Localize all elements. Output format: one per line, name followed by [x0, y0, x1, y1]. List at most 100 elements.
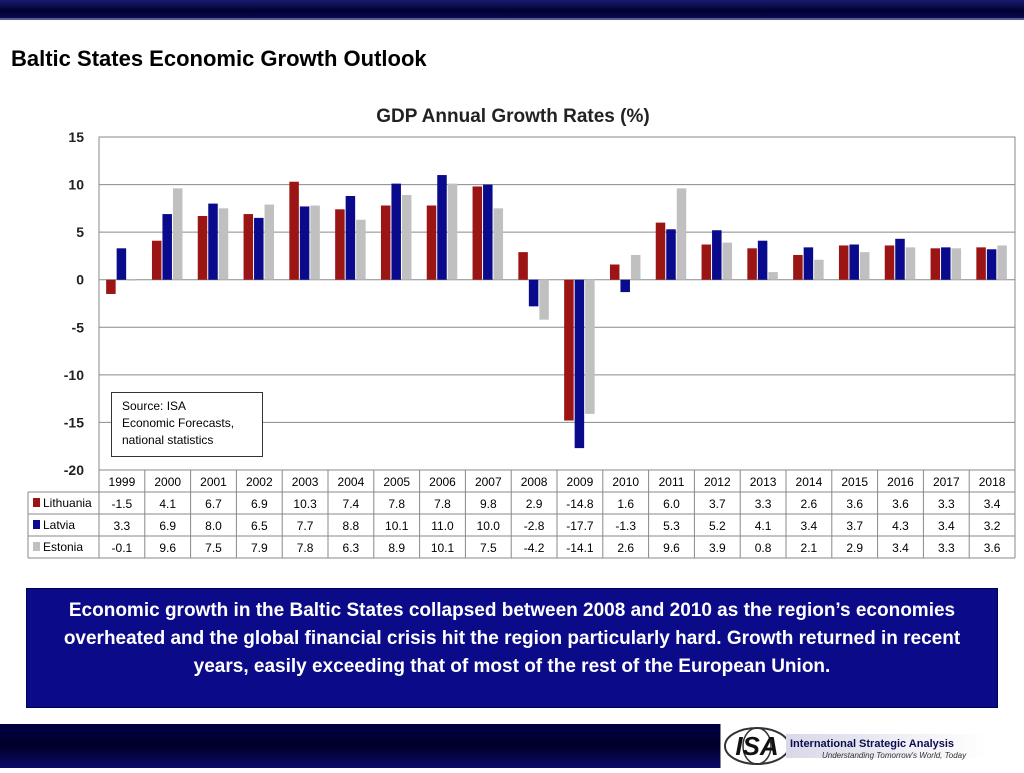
logo-name: International Strategic Analysis — [790, 738, 955, 750]
data-label: -1.3 — [615, 519, 636, 533]
legend-swatch — [33, 520, 40, 529]
data-label: 10.1 — [431, 541, 455, 555]
bar-lithuania — [793, 254, 803, 280]
bar-lithuania — [655, 222, 666, 280]
gdp-bar-chart: 15 10 5 0 -5 -10 -15 -20 1999 2000 2001 2002 2003 200… — [27, 129, 1016, 559]
bar-estonia — [310, 205, 320, 280]
y-tick-label: 10 — [68, 177, 84, 193]
data-label: 2.6 — [617, 541, 634, 555]
bar-latvia — [941, 247, 951, 280]
bar-latvia — [849, 244, 859, 280]
data-label: -4.2 — [524, 541, 545, 555]
data-label: 7.7 — [297, 519, 314, 533]
data-label: 3.4 — [984, 497, 1001, 511]
bar-estonia — [493, 208, 504, 280]
data-label: 7.4 — [343, 497, 360, 511]
data-label: 6.7 — [205, 497, 222, 511]
bar-latvia — [528, 279, 539, 307]
data-label: 6.3 — [343, 541, 360, 555]
bar-lithuania — [426, 205, 437, 280]
x-tick-label: 2015 — [841, 475, 868, 489]
data-label: 6.9 — [159, 519, 176, 533]
x-tick-label: 2009 — [567, 475, 594, 489]
bar-lithuania — [106, 279, 116, 294]
y-tick-label: -5 — [72, 319, 85, 335]
data-label: 7.8 — [434, 497, 451, 511]
data-label: 3.6 — [892, 497, 909, 511]
legend-label: Latvia — [43, 518, 75, 532]
data-label: 9.8 — [480, 497, 497, 511]
bar-estonia — [676, 188, 687, 280]
bar-lithuania — [380, 205, 391, 280]
logo-tagline: Understanding Tomorrow's World, Today — [822, 751, 967, 760]
data-label: 2.9 — [526, 497, 543, 511]
x-tick-label: 2012 — [704, 475, 731, 489]
data-label: 3.9 — [709, 541, 726, 555]
bar-lithuania — [976, 247, 986, 280]
bar-estonia — [218, 208, 229, 280]
bar-lithuania — [838, 245, 849, 280]
data-label: 7.9 — [251, 541, 268, 555]
source-note-line: national statistics — [122, 433, 214, 447]
bar-latvia — [620, 279, 630, 293]
chart-title: GDP Annual Growth Rates (%) — [0, 106, 1024, 128]
bar-lithuania — [197, 215, 208, 280]
bar-latvia — [162, 214, 172, 280]
x-tick-label: 2006 — [429, 475, 456, 489]
bar-lithuania — [472, 186, 483, 280]
bar-lithuania — [701, 244, 712, 280]
x-tick-label: 2005 — [383, 475, 410, 489]
data-label: 7.5 — [480, 541, 497, 555]
bar-estonia — [585, 279, 595, 414]
bar-latvia — [757, 240, 768, 280]
data-label: 3.4 — [801, 519, 818, 533]
data-label: -14.8 — [566, 497, 594, 511]
source-note-line: Economic Forecasts, — [122, 416, 235, 430]
data-label: 4.1 — [159, 497, 176, 511]
data-label: -2.8 — [524, 519, 545, 533]
bar-estonia — [539, 279, 549, 320]
bar-estonia — [401, 195, 412, 280]
data-label: 3.7 — [846, 519, 863, 533]
bar-estonia — [722, 242, 733, 280]
y-tick-label: -15 — [64, 414, 84, 430]
data-label: 10.0 — [477, 519, 501, 533]
summary-banner: Economic growth in the Baltic States col… — [26, 588, 998, 708]
data-label: 7.8 — [297, 541, 314, 555]
bar-lithuania — [884, 245, 895, 280]
bar-estonia — [814, 259, 824, 280]
data-label: 6.5 — [251, 519, 268, 533]
bar-estonia — [997, 245, 1007, 280]
bar-latvia — [666, 229, 676, 280]
bar-estonia — [859, 252, 870, 280]
bar-latvia — [208, 203, 218, 280]
x-tick-label: 1999 — [109, 475, 136, 489]
isa-globe-icon: ISA — [724, 727, 790, 765]
legend-swatch — [33, 542, 40, 551]
x-tick-label: 2017 — [933, 475, 960, 489]
data-label: 9.6 — [159, 541, 176, 555]
x-tick-label: 2000 — [154, 475, 181, 489]
bar-latvia — [345, 195, 356, 280]
data-label: 7.8 — [388, 497, 405, 511]
data-label: 6.9 — [251, 497, 268, 511]
bar-estonia — [905, 247, 916, 280]
logo-banner — [786, 734, 986, 758]
bar-estonia — [127, 279, 137, 281]
bar-lithuania — [930, 248, 941, 280]
data-label: 8.9 — [388, 541, 405, 555]
data-label: 3.3 — [938, 541, 955, 555]
x-tick-label: 2008 — [521, 475, 548, 489]
bar-lithuania — [151, 240, 162, 280]
bar-lithuania — [564, 279, 574, 421]
bar-latvia — [574, 279, 585, 449]
data-label: 10.3 — [293, 497, 317, 511]
data-label: 4.1 — [755, 519, 772, 533]
data-label: 6.0 — [663, 497, 680, 511]
bar-estonia — [768, 272, 778, 280]
data-label: 4.3 — [892, 519, 909, 533]
legend-label: Estonia — [43, 540, 83, 554]
data-label: 8.0 — [205, 519, 222, 533]
bar-lithuania — [747, 248, 757, 280]
bar-estonia — [951, 248, 962, 280]
